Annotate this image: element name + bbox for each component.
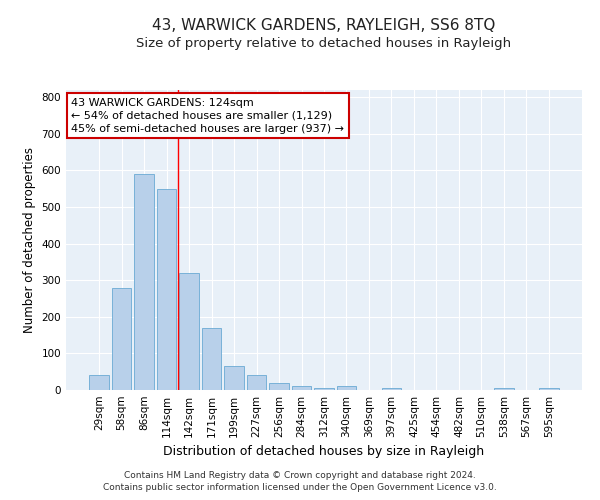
- Bar: [494, 388, 514, 390]
- Y-axis label: Number of detached properties: Number of detached properties: [23, 147, 36, 333]
- Text: 43 WARWICK GARDENS: 124sqm
← 54% of detached houses are smaller (1,129)
45% of s: 43 WARWICK GARDENS: 124sqm ← 54% of deta…: [71, 98, 344, 134]
- Bar: [337, 386, 356, 390]
- Text: Size of property relative to detached houses in Rayleigh: Size of property relative to detached ho…: [136, 38, 512, 51]
- Bar: [224, 366, 244, 390]
- Bar: [539, 388, 559, 390]
- Bar: [314, 388, 334, 390]
- Bar: [382, 388, 401, 390]
- Text: 43, WARWICK GARDENS, RAYLEIGH, SS6 8TQ: 43, WARWICK GARDENS, RAYLEIGH, SS6 8TQ: [152, 18, 496, 32]
- Bar: [179, 273, 199, 390]
- Bar: [134, 174, 154, 390]
- Bar: [247, 376, 266, 390]
- Bar: [269, 382, 289, 390]
- X-axis label: Distribution of detached houses by size in Rayleigh: Distribution of detached houses by size …: [163, 446, 485, 458]
- Bar: [112, 288, 131, 390]
- Text: Contains HM Land Registry data © Crown copyright and database right 2024.
Contai: Contains HM Land Registry data © Crown c…: [103, 471, 497, 492]
- Bar: [89, 376, 109, 390]
- Bar: [292, 386, 311, 390]
- Bar: [202, 328, 221, 390]
- Bar: [157, 189, 176, 390]
